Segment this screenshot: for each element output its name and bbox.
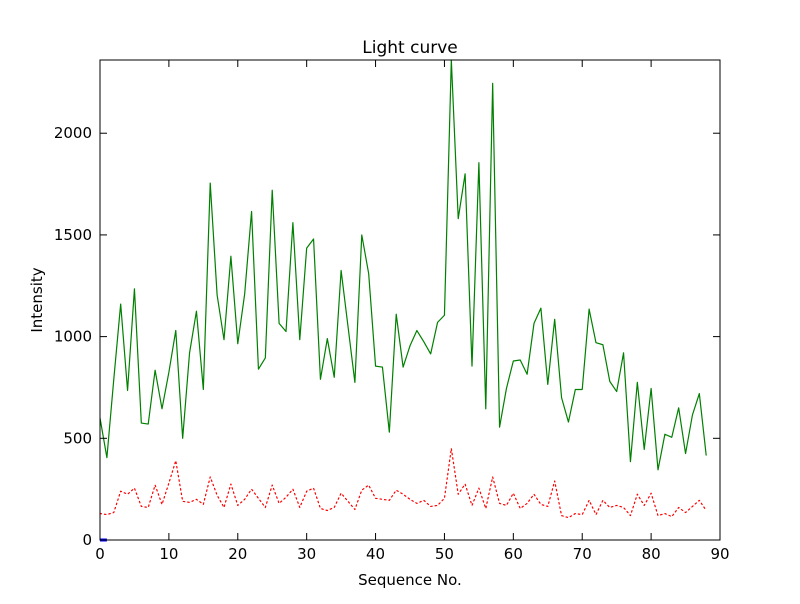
x-axis-label: Sequence No. (358, 571, 462, 589)
y-tick-label: 1500 (54, 226, 92, 244)
x-tick-label: 50 (435, 545, 454, 563)
chart-title: Light curve (362, 38, 457, 58)
x-tick-label: 80 (642, 545, 661, 563)
x-tick-label: 90 (710, 545, 729, 563)
ticks-layer: 0 10 20 30 40 50 60 70 80 90 0 500 1000 1500 2000 (54, 60, 730, 563)
x-tick-label: 40 (366, 545, 385, 563)
y-tick-label: 2000 (54, 124, 92, 142)
x-tick-label: 0 (95, 545, 105, 563)
x-tick-label: 20 (228, 545, 247, 563)
secondary-intensity-dotted-line (99, 447, 707, 519)
x-tick-label: 10 (159, 545, 178, 563)
plot-area (100, 60, 720, 540)
y-axis-label: Intensity (28, 267, 46, 332)
plot-frame (99, 59, 721, 541)
y-tick-label: 1000 (54, 328, 92, 346)
x-tick-label: 70 (573, 545, 592, 563)
y-tick-label: 500 (63, 429, 92, 447)
x-tick-label: 30 (297, 545, 316, 563)
x-tick-label: 60 (504, 545, 523, 563)
primary-intensity-line (99, 59, 707, 471)
y-tick-label: 0 (82, 531, 92, 549)
